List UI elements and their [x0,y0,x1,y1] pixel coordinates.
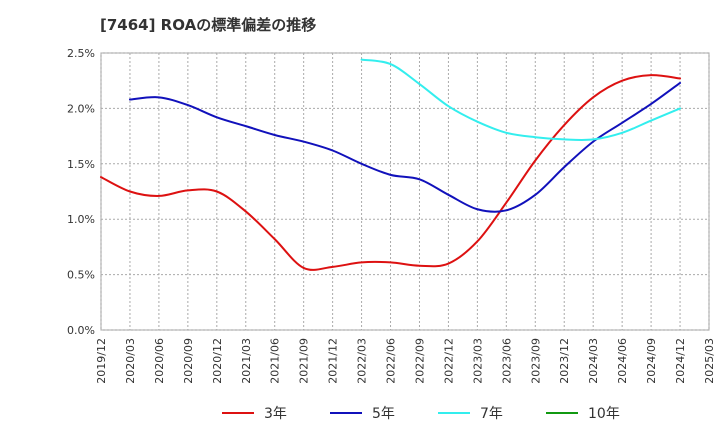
legend-label-1: 3年 [264,406,287,422]
legend-layer: 3年 5年 7年 10年 [222,406,620,422]
x-tick-label: 2024/06 [616,338,629,384]
y-tick-label: 1.0% [67,213,95,226]
grid-layer [100,52,710,331]
y-tick-label: 2.5% [67,47,95,60]
x-tick-label: 2020/06 [153,338,166,384]
x-tick-label: 2024/09 [645,338,658,384]
x-tick-label: 2024/12 [674,338,687,384]
x-tick-label: 2020/03 [124,338,137,384]
x-tick-label: 2024/03 [587,338,600,384]
x-tick-label: 2023/09 [529,338,542,384]
legend-label-2: 5年 [372,406,395,422]
chart-title: [7464] ROAの標準偏差の推移 [100,16,317,34]
x-tick-label: 2025/03 [703,338,716,384]
x-tick-label: 2023/03 [471,338,484,384]
x-tick-label: 2023/06 [500,338,513,384]
legend-label-3: 7年 [480,406,503,422]
x-tick-label: 2022/06 [385,338,398,384]
x-tick-label: 2021/03 [240,338,253,384]
y-tick-label: 2.0% [67,102,95,115]
series-line-1 [100,74,682,271]
x-tick-label: 2022/03 [356,338,369,384]
x-tick-label: 2021/12 [327,338,340,384]
legend-label-4: 10年 [588,406,620,422]
x-tick-label: 2021/06 [269,338,282,384]
y-tick-label: 1.5% [67,158,95,171]
x-tick-label: 2020/09 [182,338,195,384]
axis-layer: 0.0% 0.5% 1.0% 1.5% 2.0% 2.5% 2019/12 2020/03 20… [67,47,716,384]
series-line-2 [128,81,682,213]
y-tick-label: 0.0% [67,324,95,337]
series-layer [100,58,682,271]
series-line-3 [360,58,682,142]
x-tick-label: 2023/12 [558,338,571,384]
x-tick-label: 2019/12 [95,338,108,384]
x-tick-label: 2022/09 [413,338,426,384]
x-tick-label: 2020/12 [211,338,224,384]
x-tick-label: 2021/09 [298,338,311,384]
plot-frame [100,52,710,331]
x-tick-label: 2022/12 [442,338,455,384]
y-tick-label: 0.5% [67,269,95,282]
